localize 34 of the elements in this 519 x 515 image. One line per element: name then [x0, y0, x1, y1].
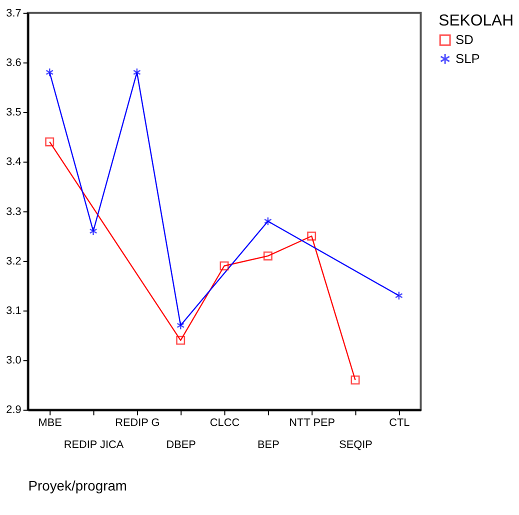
- point: [176, 336, 186, 345]
- point: [176, 320, 185, 330]
- point: [45, 137, 54, 146]
- x-tick-label: CTL: [389, 417, 410, 430]
- y-tick-label: 3.3: [6, 206, 22, 218]
- y-tick-label: 3.0: [6, 354, 22, 367]
- point: [394, 291, 403, 300]
- point: [46, 68, 54, 77]
- point: [307, 232, 316, 241]
- y-tick-label: 3.4: [6, 156, 22, 168]
- point: [264, 216, 272, 226]
- x-tick-label: REDIP JICA: [64, 438, 124, 451]
- point: [350, 376, 360, 384]
- x-tick-label: SEQIP: [339, 438, 372, 451]
- point: [263, 251, 272, 260]
- y-tick-label: 3.5: [6, 106, 22, 119]
- x-tick-label: NTT PEP: [289, 417, 336, 430]
- y-tick-label: 2.9: [6, 404, 22, 416]
- point: [220, 261, 229, 270]
- x-tick-label: CLCC: [210, 417, 240, 430]
- x-tick-label: BEP: [258, 438, 280, 451]
- y-tick-label: 3.6: [6, 56, 22, 69]
- x-tick-label: DBEP: [166, 438, 196, 451]
- legend-label: SLP: [455, 50, 480, 66]
- point: [132, 68, 141, 77]
- legend-label: SD: [455, 32, 474, 48]
- x-axis-title: Proyek/program: [28, 478, 127, 494]
- y-tick-label: 3.2: [6, 255, 22, 268]
- point: [89, 226, 98, 236]
- x-tick-label: MBE: [38, 417, 62, 430]
- y-tick-label: 3.7: [6, 7, 22, 20]
- y-tick-label: 3.1: [6, 305, 22, 318]
- x-tick-label: REDIP G: [115, 417, 160, 430]
- legend-title: SEKOLAH: [438, 12, 514, 30]
